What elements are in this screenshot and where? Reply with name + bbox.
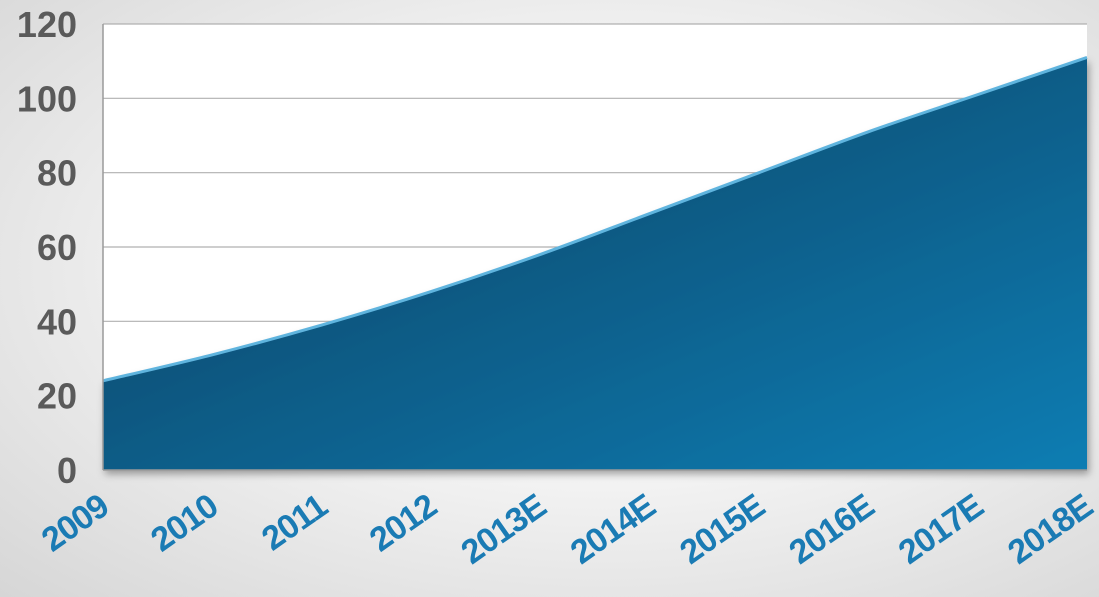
axes: [102, 24, 1087, 471]
area-edge-line: [102, 56, 1088, 383]
x-tick-label: 2017E: [892, 487, 990, 572]
y-tick-label: 20: [37, 376, 77, 417]
y-tick-label: 120: [17, 4, 77, 45]
x-tick-label: 2012: [363, 487, 444, 559]
y-axis-ticks: 0 20 40 60 80 100 120: [17, 4, 77, 491]
x-tick-label: 2010: [144, 487, 225, 559]
x-tick-label: 2009: [35, 487, 116, 559]
x-tick-label: 2013E: [454, 487, 552, 572]
x-tick-label: 2018E: [1001, 487, 1099, 572]
y-tick-label: 100: [17, 78, 77, 119]
x-tick-label: 2014E: [564, 487, 662, 572]
area-series: [102, 56, 1088, 470]
x-tick-label: 2011: [255, 487, 334, 558]
x-axis-ticks: 2009 2010 2011 2012 2013E 2014E 2015E 2016E 2017…: [35, 487, 1099, 572]
y-tick-label: 40: [37, 301, 77, 342]
y-tick-label: 60: [37, 227, 77, 268]
x-tick-label: 2015E: [673, 487, 771, 572]
y-tick-label: 0: [57, 450, 77, 491]
area-fill: [103, 57, 1087, 470]
y-tick-label: 80: [37, 153, 77, 194]
x-tick-label: 2016E: [782, 487, 880, 572]
